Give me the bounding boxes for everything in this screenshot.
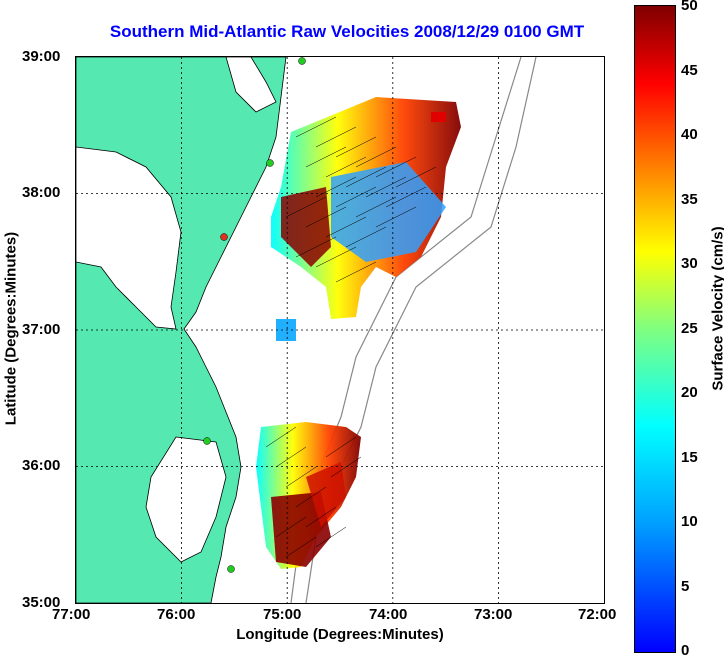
- x-tick-label: 73:00: [474, 606, 513, 623]
- y-tick-label: 35:00: [22, 594, 61, 611]
- grid-lines: [76, 57, 604, 603]
- colorbar: [634, 5, 676, 653]
- velocity-arrows: [265, 116, 437, 558]
- x-tick-label: 74:00: [369, 606, 408, 623]
- colorbar-label: Surface Velocity (cm/s): [709, 226, 724, 391]
- map-svg: [76, 57, 604, 603]
- y-tick-label: 37:00: [22, 321, 61, 338]
- station-marker: [266, 159, 274, 167]
- chesapeake-bay: [76, 146, 182, 330]
- station-marker: [227, 565, 235, 573]
- y-axis-label: Latitude (Degrees:Minutes): [2, 231, 20, 426]
- station-marker: [220, 233, 228, 241]
- y-tick-label: 36:00: [22, 457, 61, 474]
- delaware-bay: [225, 57, 277, 113]
- map-plot-area: [75, 56, 605, 604]
- colorbar-tick: 40: [681, 126, 698, 143]
- colorbar-tick: 50: [681, 0, 698, 14]
- colorbar-tick: 25: [681, 320, 698, 337]
- colorbar-tick: 15: [681, 449, 698, 466]
- colorbar-tick: 5: [681, 578, 690, 595]
- colorbar-tick: 30: [681, 255, 698, 272]
- pamlico-sound: [145, 436, 227, 563]
- colorbar-tick: 35: [681, 191, 698, 208]
- y-tick-label: 38:00: [22, 184, 61, 201]
- chart-title: Southern Mid-Atlantic Raw Velocities 200…: [109, 22, 585, 41]
- x-axis-label: Longitude (Degrees:Minutes): [236, 626, 444, 643]
- colorbar-tick: 0: [681, 642, 690, 659]
- x-tick-label: 77:00: [52, 606, 91, 623]
- colorbar-tick: 45: [681, 62, 698, 79]
- x-tick-label: 76:00: [157, 606, 196, 623]
- station-marker: [298, 57, 306, 65]
- colorbar-tick: 20: [681, 384, 698, 401]
- x-tick-label: 72:00: [578, 606, 617, 623]
- x-tick-label: 75:00: [263, 606, 302, 623]
- colorbar-tick: 10: [681, 513, 698, 530]
- y-tick-label: 39:00: [22, 48, 61, 65]
- station-marker: [203, 437, 211, 445]
